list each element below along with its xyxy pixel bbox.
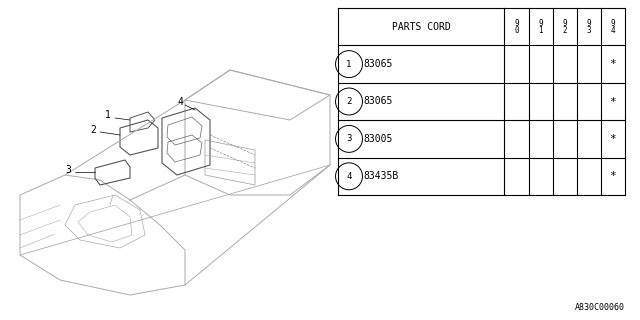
- Text: 2: 2: [90, 125, 96, 135]
- Text: 83435B: 83435B: [363, 171, 398, 181]
- Text: 4: 4: [611, 26, 615, 35]
- Text: 0: 0: [514, 26, 519, 35]
- Text: A830C00060: A830C00060: [575, 303, 625, 312]
- Text: 9: 9: [514, 19, 519, 28]
- Text: 1: 1: [105, 110, 111, 120]
- Text: *: *: [609, 59, 616, 69]
- Text: *: *: [609, 134, 616, 144]
- Text: 9: 9: [563, 19, 567, 28]
- Text: 1: 1: [538, 26, 543, 35]
- Text: 3: 3: [586, 26, 591, 35]
- Text: 1: 1: [346, 60, 352, 68]
- Text: PARTS CORD: PARTS CORD: [392, 22, 451, 32]
- Text: 83065: 83065: [363, 97, 392, 107]
- Text: 83065: 83065: [363, 59, 392, 69]
- Text: 9: 9: [611, 19, 615, 28]
- Text: 3: 3: [65, 165, 71, 175]
- Text: 9: 9: [538, 19, 543, 28]
- Text: 83005: 83005: [363, 134, 392, 144]
- Text: 2: 2: [563, 26, 567, 35]
- Text: *: *: [609, 97, 616, 107]
- Text: 3: 3: [346, 134, 352, 143]
- Text: 2: 2: [346, 97, 352, 106]
- Text: 4: 4: [177, 97, 183, 107]
- Text: 9: 9: [586, 19, 591, 28]
- Text: 4: 4: [346, 172, 352, 181]
- Text: *: *: [609, 171, 616, 181]
